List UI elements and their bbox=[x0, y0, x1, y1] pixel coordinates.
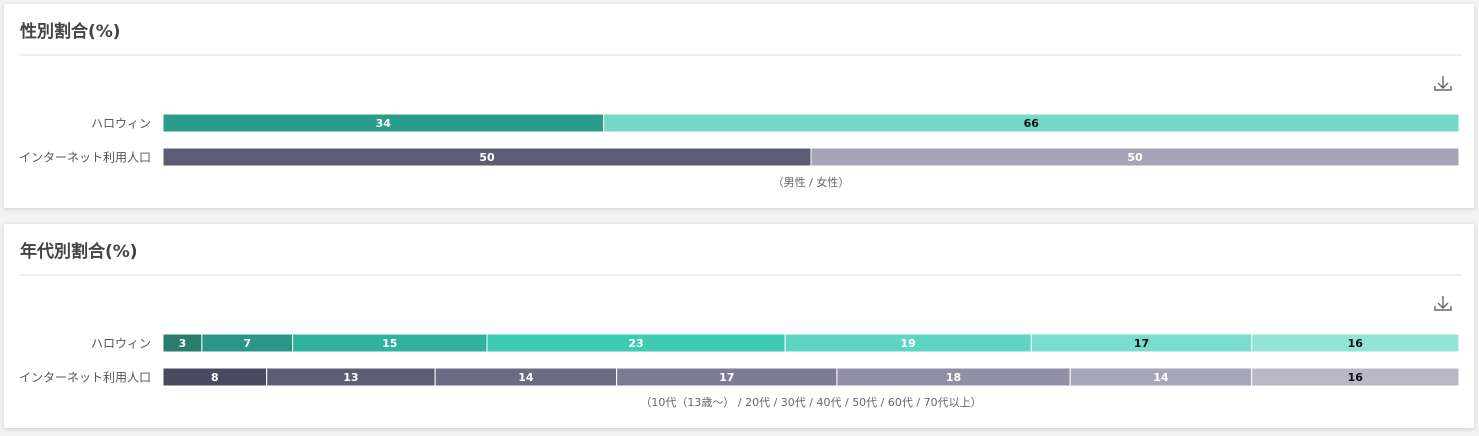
card bbox=[4, 4, 1474, 208]
segment-label: 17 bbox=[1134, 337, 1149, 350]
download-button[interactable] bbox=[1434, 76, 1452, 91]
segment-label: 3 bbox=[179, 337, 187, 350]
bar-segment bbox=[1251, 367, 1460, 387]
segment-label: 7 bbox=[243, 337, 251, 350]
row-label: ハロウィン bbox=[91, 117, 151, 131]
row-label: インターネット利用人口 bbox=[19, 151, 151, 165]
segment-label: 14 bbox=[1153, 371, 1169, 384]
bar-segment bbox=[810, 147, 1460, 167]
chart-title: 年代別割合(%) bbox=[20, 241, 138, 262]
segment-label: 18 bbox=[946, 371, 961, 384]
segment-label: 8 bbox=[211, 371, 219, 384]
axis-note: （男性 / 女性） bbox=[773, 175, 850, 189]
segment-label: 34 bbox=[376, 117, 392, 130]
segment-label: 17 bbox=[719, 371, 734, 384]
bar-segment bbox=[603, 113, 1460, 133]
segment-label: 16 bbox=[1348, 337, 1364, 350]
segment-label: 13 bbox=[343, 371, 358, 384]
segment-label: 50 bbox=[479, 151, 495, 164]
segment-label: 19 bbox=[901, 337, 916, 350]
bar-segment bbox=[1251, 333, 1460, 353]
segment-label: 66 bbox=[1024, 117, 1040, 130]
segment-label: 16 bbox=[1348, 371, 1364, 384]
segment-label: 23 bbox=[628, 337, 643, 350]
card bbox=[4, 224, 1474, 428]
row-label: インターネット利用人口 bbox=[19, 371, 151, 385]
download-button[interactable] bbox=[1434, 296, 1452, 311]
segment-label: 50 bbox=[1127, 151, 1143, 164]
segment-label: 14 bbox=[518, 371, 534, 384]
axis-note: （10代（13歳～） / 20代 / 30代 / 40代 / 50代 / 60代… bbox=[640, 396, 981, 409]
segment-label: 15 bbox=[382, 337, 397, 350]
row-label: ハロウィン bbox=[91, 337, 151, 351]
chart-title: 性別割合(%) bbox=[20, 21, 121, 42]
